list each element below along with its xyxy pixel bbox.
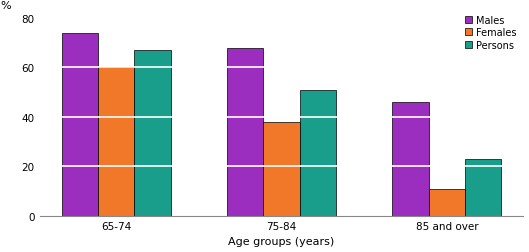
- Bar: [465, 160, 501, 216]
- Bar: [98, 68, 134, 216]
- Bar: [227, 48, 263, 216]
- Bar: [134, 51, 171, 216]
- Bar: [393, 103, 428, 216]
- Bar: [300, 90, 336, 216]
- Bar: [61, 34, 98, 216]
- Bar: [428, 189, 465, 216]
- X-axis label: Age groups (years): Age groups (years): [229, 237, 335, 246]
- Legend: Males, Females, Persons: Males, Females, Persons: [463, 14, 518, 52]
- Y-axis label: %: %: [1, 1, 11, 11]
- Bar: [263, 122, 300, 216]
